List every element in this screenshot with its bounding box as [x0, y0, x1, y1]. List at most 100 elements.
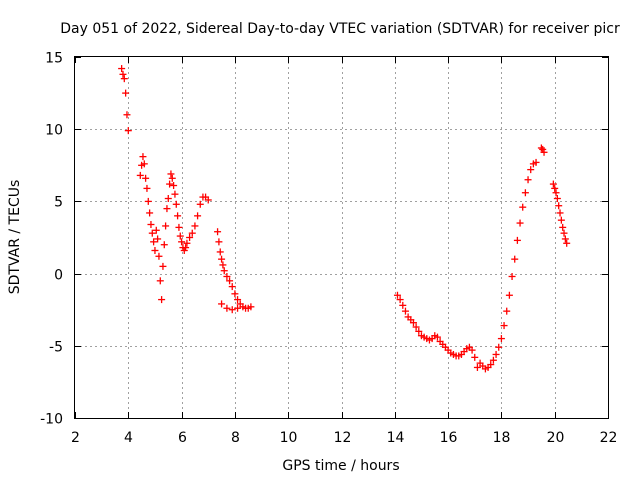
- data-point-morning: [148, 229, 156, 237]
- data-point-afternoon: [549, 180, 557, 188]
- data-point-afternoon: [415, 327, 423, 335]
- y-tick-labels: -10 -5 0 5 10 15: [40, 51, 63, 428]
- y-tick-label: 15: [45, 51, 63, 67]
- x-tick-label: 6: [178, 430, 187, 446]
- data-point-morning: [155, 252, 163, 260]
- data-point-afternoon: [553, 195, 561, 203]
- data-point-afternoon: [497, 335, 505, 343]
- data-point-afternoon: [556, 209, 564, 217]
- data-point-morning: [223, 304, 231, 312]
- data-point-morning: [231, 290, 239, 298]
- x-tick-label: 22: [600, 430, 618, 446]
- data-point-morning: [140, 160, 148, 168]
- data-point-morning: [220, 267, 228, 275]
- x-tick-label: 16: [440, 430, 458, 446]
- data-point-afternoon: [412, 323, 420, 331]
- data-point-morning: [191, 222, 199, 230]
- x-tick-label: 12: [334, 430, 352, 446]
- y-tick-label: 0: [54, 268, 63, 284]
- data-point-morning: [159, 262, 167, 270]
- chart-title: Day 051 of 2022, Sidereal Day-to-day VTE…: [60, 21, 620, 37]
- data-point-morning: [223, 272, 231, 280]
- data-point-morning: [158, 296, 166, 304]
- data-point-morning: [218, 300, 226, 308]
- y-tick-label: -5: [49, 340, 63, 356]
- data-point-morning: [171, 190, 179, 198]
- data-point-morning: [164, 195, 172, 203]
- data-point-morning: [147, 221, 155, 229]
- data-point-afternoon: [399, 301, 407, 309]
- x-tick-label: 8: [231, 430, 240, 446]
- data-point-morning: [156, 277, 164, 285]
- data-point-morning: [226, 277, 234, 285]
- data-point-morning: [186, 234, 194, 241]
- data-point-afternoon: [561, 235, 569, 243]
- data-point-afternoon: [516, 219, 524, 227]
- data-point-afternoon: [487, 361, 495, 369]
- data-point-afternoon: [500, 322, 508, 330]
- data-point-afternoon: [503, 307, 511, 315]
- data-point-morning: [154, 235, 162, 243]
- data-point-afternoon: [433, 333, 441, 341]
- data-point-afternoon: [559, 223, 567, 231]
- data-point-morning: [143, 184, 151, 192]
- data-point-afternoon: [401, 307, 409, 315]
- data-point-afternoon: [540, 148, 548, 156]
- data-point-afternoon: [521, 189, 529, 197]
- x-tick-label: 20: [547, 430, 565, 446]
- data-point-morning: [122, 89, 130, 97]
- data-point-morning: [142, 174, 150, 182]
- data-point-afternoon: [471, 353, 479, 361]
- data-point-morning: [166, 180, 174, 188]
- data-point-morning: [168, 174, 176, 182]
- data-point-morning: [139, 153, 147, 161]
- data-point-afternoon: [492, 350, 500, 358]
- data-point-afternoon: [513, 236, 521, 244]
- data-point-morning: [144, 197, 152, 205]
- data-point-morning: [118, 65, 126, 73]
- data-point-morning: [214, 228, 222, 236]
- data-point-morning: [124, 127, 132, 135]
- y-tick-label: 10: [45, 123, 63, 139]
- data-point-morning: [120, 75, 128, 83]
- data-point-morning: [183, 239, 191, 247]
- x-tick-label: 2: [71, 430, 80, 446]
- data-point-morning: [228, 306, 236, 314]
- data-point-morning: [152, 226, 160, 234]
- data-point-morning: [170, 182, 178, 190]
- data-point-morning: [188, 229, 196, 237]
- data-point-afternoon: [511, 255, 519, 263]
- data-point-morning: [150, 238, 158, 246]
- axis-ticks: [75, 57, 609, 419]
- data-point-afternoon: [555, 202, 563, 210]
- data-point-afternoon: [557, 216, 565, 224]
- data-point-morning: [216, 248, 224, 256]
- plot-frame: [74, 56, 609, 419]
- data-point-afternoon: [560, 229, 568, 237]
- data-point-morning: [151, 246, 159, 254]
- data-point-morning: [136, 171, 144, 179]
- data-point-afternoon: [519, 203, 527, 211]
- data-point-afternoon: [473, 363, 481, 371]
- data-point-morning: [123, 111, 131, 119]
- data-point-morning: [204, 196, 212, 204]
- x-tick-label: 18: [493, 430, 511, 446]
- x-tick-label: 4: [124, 430, 133, 446]
- data-point-morning: [163, 205, 171, 213]
- data-point-morning: [162, 222, 170, 230]
- grid-lines: [75, 57, 608, 418]
- y-tick-label: -10: [40, 412, 63, 428]
- y-axis-label: SDTVAR / TECUs: [7, 180, 23, 295]
- data-point-morning: [247, 303, 255, 311]
- data-point-morning: [196, 200, 204, 208]
- data-point-morning: [175, 223, 183, 231]
- data-point-morning: [218, 255, 226, 263]
- data-point-afternoon: [532, 158, 540, 166]
- data-point-afternoon: [537, 144, 545, 152]
- data-points: [118, 65, 571, 373]
- data-point-morning: [160, 241, 168, 249]
- data-point-morning: [174, 212, 182, 220]
- data-point-afternoon: [489, 356, 497, 364]
- data-point-afternoon: [508, 272, 516, 280]
